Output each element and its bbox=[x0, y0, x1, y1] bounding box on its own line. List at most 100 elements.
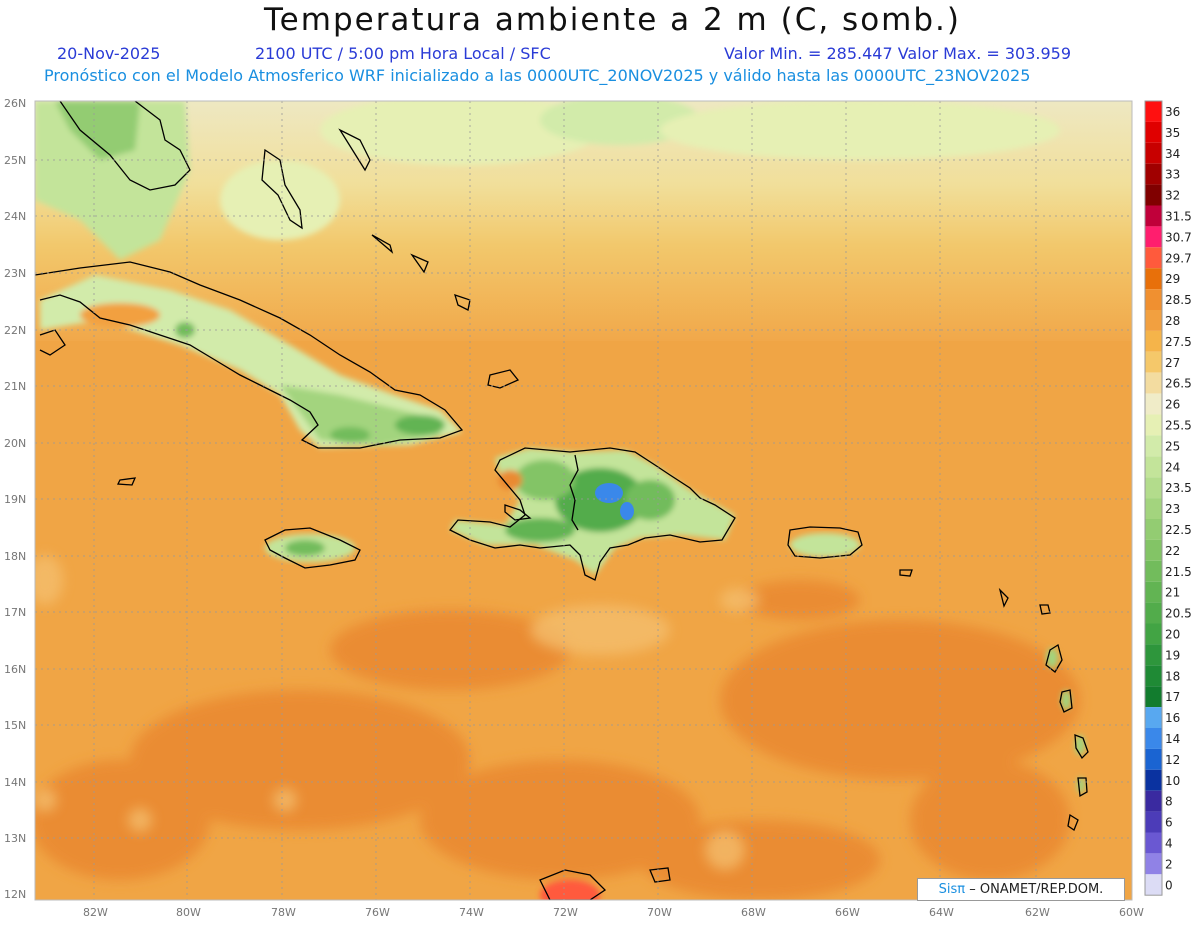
legend-swatch bbox=[1145, 728, 1162, 749]
latitude-axis: 26N 25N 24N 23N 22N 21N 20N 19N 18N 17N … bbox=[4, 97, 26, 901]
lon-label: 68W bbox=[741, 906, 766, 919]
grid-lines bbox=[35, 101, 1132, 900]
legend-swatch bbox=[1145, 644, 1162, 666]
legend-label: 35 bbox=[1165, 126, 1180, 140]
legend-label: 27.5 bbox=[1165, 335, 1192, 349]
legend-swatch bbox=[1145, 393, 1162, 415]
legend-label: 4 bbox=[1165, 837, 1173, 851]
credit-org: – ONAMET/REP.DOM. bbox=[969, 882, 1104, 897]
lat-label: 18N bbox=[4, 550, 26, 563]
legend-swatch bbox=[1145, 226, 1162, 248]
legend-swatch bbox=[1145, 519, 1162, 540]
legend-swatch bbox=[1145, 435, 1162, 457]
legend-swatch bbox=[1145, 539, 1162, 561]
legend-swatch bbox=[1145, 247, 1162, 269]
legend-swatch bbox=[1145, 707, 1162, 728]
peak-cold-area bbox=[620, 502, 634, 520]
legend-label: 22 bbox=[1165, 544, 1180, 558]
lon-label: 76W bbox=[365, 906, 390, 919]
legend-label: 29.7 bbox=[1165, 251, 1192, 265]
lat-label: 23N bbox=[4, 267, 26, 280]
legend-label: 21.5 bbox=[1165, 565, 1192, 579]
legend-swatch bbox=[1145, 853, 1162, 875]
lon-label: 78W bbox=[271, 906, 296, 919]
lat-label: 20N bbox=[4, 437, 26, 450]
legend-label: 28 bbox=[1165, 314, 1180, 328]
legend-swatch bbox=[1145, 205, 1162, 227]
map-plot-area bbox=[35, 101, 1132, 900]
forecast-time: 2100 UTC / 5:00 pm Hora Local / SFC bbox=[255, 44, 551, 63]
legend-swatch bbox=[1145, 414, 1162, 436]
peak-cold-area bbox=[595, 483, 623, 503]
legend-label: 12 bbox=[1165, 753, 1180, 767]
legend-swatch bbox=[1145, 602, 1162, 624]
legend-swatch bbox=[1145, 769, 1162, 791]
legend-label: 6 bbox=[1165, 816, 1173, 830]
legend-swatch bbox=[1145, 163, 1162, 185]
legend-label: 17 bbox=[1165, 690, 1180, 704]
legend-label: 25 bbox=[1165, 439, 1180, 453]
min-max-values: Valor Min. = 285.447 Valor Max. = 303.95… bbox=[724, 44, 1072, 63]
legend-swatch bbox=[1145, 372, 1162, 394]
legend-swatch bbox=[1145, 142, 1162, 164]
forecast-date: 20-Nov-2025 bbox=[57, 44, 161, 63]
lon-label: 72W bbox=[553, 906, 578, 919]
sis-logo-text: Sisπ bbox=[938, 882, 966, 897]
legend-swatch bbox=[1145, 560, 1162, 582]
legend-label: 36 bbox=[1165, 105, 1180, 119]
legend-label: 28.5 bbox=[1165, 293, 1192, 307]
lon-label: 62W bbox=[1025, 906, 1050, 919]
legend-label: 34 bbox=[1165, 147, 1180, 161]
legend-swatch bbox=[1145, 748, 1162, 770]
legend-swatch bbox=[1145, 121, 1162, 143]
lon-label: 60W bbox=[1119, 906, 1144, 919]
lat-label: 16N bbox=[4, 663, 26, 676]
legend-label: 32 bbox=[1165, 189, 1180, 203]
legend-swatch bbox=[1145, 811, 1162, 833]
legend-label: 23.5 bbox=[1165, 481, 1192, 495]
legend-swatch bbox=[1145, 665, 1162, 687]
legend-swatch bbox=[1145, 310, 1162, 331]
legend-frame bbox=[1144, 100, 1163, 896]
legend-swatch bbox=[1145, 101, 1162, 122]
legend-swatch bbox=[1145, 330, 1162, 352]
lat-label: 26N bbox=[4, 97, 26, 110]
legend-label: 25.5 bbox=[1165, 419, 1192, 433]
legend-swatch bbox=[1145, 184, 1162, 206]
legend-swatch bbox=[1145, 623, 1162, 645]
legend-swatch bbox=[1145, 268, 1162, 290]
legend-label: 19 bbox=[1165, 648, 1180, 662]
lat-label: 19N bbox=[4, 493, 26, 506]
legend-swatch bbox=[1145, 832, 1162, 854]
lat-label: 24N bbox=[4, 210, 26, 223]
legend-label: 20.5 bbox=[1165, 607, 1192, 621]
legend-swatch bbox=[1145, 351, 1162, 373]
legend-label: 26.5 bbox=[1165, 377, 1192, 391]
legend-label: 10 bbox=[1165, 774, 1180, 788]
plot-frame bbox=[34, 100, 1133, 901]
legend-swatch bbox=[1145, 456, 1162, 478]
lat-label: 12N bbox=[4, 888, 26, 901]
legend-label: 29 bbox=[1165, 272, 1180, 286]
lat-label: 13N bbox=[4, 832, 26, 845]
legend-label: 20 bbox=[1165, 628, 1180, 642]
legend-label: 22.5 bbox=[1165, 523, 1192, 537]
longitude-axis: 82W 80W 78W 76W 74W 72W 70W 68W 66W 64W … bbox=[83, 906, 1144, 919]
map-title: Temperatura ambiente a 2 m (C, somb.) bbox=[264, 2, 961, 38]
legend-swatch bbox=[1145, 289, 1162, 310]
legend-label: 2 bbox=[1165, 857, 1173, 871]
lat-label: 15N bbox=[4, 719, 26, 732]
lon-label: 74W bbox=[459, 906, 484, 919]
legend-label: 27 bbox=[1165, 356, 1180, 370]
lon-label: 66W bbox=[835, 906, 860, 919]
lon-label: 70W bbox=[647, 906, 672, 919]
lat-label: 25N bbox=[4, 154, 26, 167]
coastlines bbox=[35, 101, 1089, 900]
lat-label: 22N bbox=[4, 324, 26, 337]
legend-swatch bbox=[1145, 790, 1162, 812]
color-legend: 363534333231.530.729.72928.52827.52726.5… bbox=[1144, 100, 1192, 896]
lon-label: 80W bbox=[176, 906, 201, 919]
lat-label: 17N bbox=[4, 606, 26, 619]
lon-label: 64W bbox=[929, 906, 954, 919]
